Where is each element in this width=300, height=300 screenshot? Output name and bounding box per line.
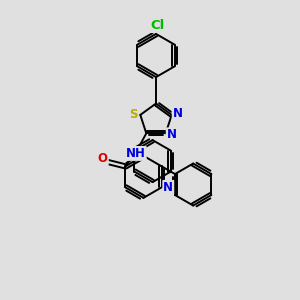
Text: Cl: Cl bbox=[150, 19, 165, 32]
Text: O: O bbox=[98, 152, 108, 165]
Text: N: N bbox=[163, 181, 173, 194]
Text: N: N bbox=[173, 107, 183, 120]
Text: N: N bbox=[167, 128, 177, 141]
Text: NH: NH bbox=[126, 147, 146, 160]
Text: S: S bbox=[130, 108, 138, 122]
